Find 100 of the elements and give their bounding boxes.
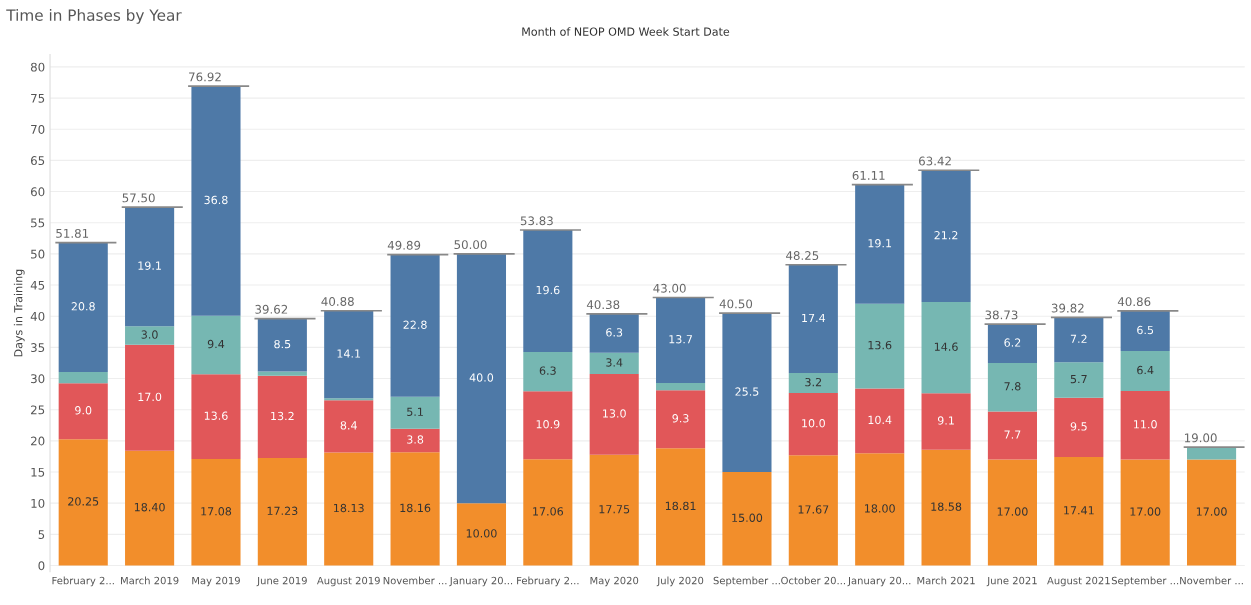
bar [58, 371, 108, 384]
x-tick-label: November ... [383, 576, 447, 585]
data-label: 15.00 [732, 513, 763, 522]
bar [1120, 351, 1170, 391]
data-label: 18.16 [400, 503, 431, 513]
data-label: 13.2 [271, 411, 294, 421]
data-label: 7.7 [1004, 430, 1021, 439]
total-label: 48.25 [786, 251, 819, 261]
bar [788, 373, 838, 394]
data-label: 25.5 [735, 387, 759, 396]
y-tick-label: 0 [38, 561, 45, 571]
y-tick-label: 45 [30, 280, 45, 290]
bar [257, 318, 307, 372]
data-label: 18.00 [865, 504, 895, 513]
bar [855, 303, 905, 389]
bar [191, 315, 241, 375]
y-tick-label: 30 [31, 374, 45, 384]
data-label: 17.23 [267, 506, 298, 516]
bar [589, 374, 639, 455]
total-label: 53.83 [520, 216, 553, 226]
bar [58, 242, 108, 372]
data-label: 18.13 [334, 503, 364, 513]
bar [390, 452, 440, 566]
bar [788, 264, 838, 374]
data-label: 6.5 [1137, 325, 1154, 335]
bar [324, 310, 374, 399]
bar [1054, 397, 1104, 457]
data-label: 9.3 [672, 414, 689, 423]
total-label: 61.11 [852, 170, 885, 180]
chart-title: Time in Phases by Year [6, 9, 182, 24]
data-label: 10.0 [802, 419, 825, 428]
y-tick-label: 35 [31, 343, 45, 353]
bar [324, 400, 374, 453]
bar [125, 207, 175, 327]
y-tick-label: 60 [30, 187, 45, 197]
y-tick-label: 20 [31, 436, 45, 446]
data-label: 18.40 [134, 502, 165, 512]
data-label: 3.4 [606, 358, 623, 367]
data-label: 8.4 [340, 421, 357, 430]
data-label: 3.0 [141, 330, 158, 339]
bar [589, 454, 639, 566]
bar [523, 230, 573, 352]
y-tick-label: 50 [31, 249, 45, 259]
data-label: 21.2 [934, 231, 958, 240]
data-label: 3.2 [805, 377, 822, 387]
bar [523, 391, 573, 460]
bar [125, 326, 175, 345]
bar [656, 448, 706, 566]
bar [589, 313, 639, 353]
y-tick-label: 55 [31, 218, 45, 228]
x-tick-label: January 20... [449, 576, 513, 587]
data-label: 17.08 [201, 507, 232, 516]
total-label: 43.00 [653, 283, 686, 293]
data-label: 5.7 [1070, 374, 1087, 384]
bar [921, 302, 971, 394]
data-label: 6.3 [539, 366, 556, 375]
total-label: 49.89 [387, 240, 421, 250]
y-tick-label: 40 [30, 311, 45, 321]
y-tick-label: 15 [31, 467, 45, 477]
bar [523, 459, 573, 566]
data-label: 17.00 [1196, 507, 1227, 516]
data-label: 17.0 [138, 392, 162, 402]
total-label: 57.50 [122, 193, 155, 203]
bar [1120, 390, 1170, 460]
bar [456, 253, 507, 504]
bar [1054, 317, 1104, 363]
bar [1054, 362, 1104, 398]
x-tick-label: May 2019 [192, 576, 240, 587]
total-label: 39.82 [1051, 303, 1084, 313]
bar [191, 459, 241, 566]
data-label: 22.8 [403, 320, 427, 329]
data-label: 8.5 [274, 339, 291, 349]
data-label: 19.6 [536, 285, 560, 295]
x-tick-label: August 2019 [316, 576, 380, 587]
data-label: 13.6 [204, 411, 228, 420]
bar [58, 383, 108, 440]
data-label: 17.06 [533, 507, 564, 516]
x-tick-label: February 2... [52, 576, 114, 587]
data-label: 9.1 [937, 416, 954, 425]
data-label: 3.8 [407, 435, 424, 444]
data-label: 17.4 [802, 313, 826, 323]
bar [788, 393, 838, 456]
data-label: 6.3 [606, 328, 623, 337]
data-label: 19.1 [138, 261, 161, 270]
data-label: 18.81 [665, 501, 696, 511]
data-label: 18.58 [931, 502, 962, 511]
y-tick-label: 10 [31, 498, 45, 508]
data-label: 10.4 [868, 415, 892, 425]
data-label: 19.1 [868, 239, 892, 248]
bar [987, 362, 1037, 412]
chart-subtitle: Month of NEOP OMD Week Start Date [522, 27, 730, 36]
x-tick-label: March 2019 [121, 576, 179, 585]
data-label: 17.00 [997, 507, 1028, 516]
data-label: 14.1 [337, 349, 361, 358]
bar [656, 382, 706, 391]
data-label: 17.00 [1130, 507, 1161, 516]
y-tick-label: 70 [31, 124, 45, 134]
total-label: 76.92 [189, 72, 221, 82]
data-label: 40.0 [469, 373, 494, 382]
bar [191, 374, 241, 460]
